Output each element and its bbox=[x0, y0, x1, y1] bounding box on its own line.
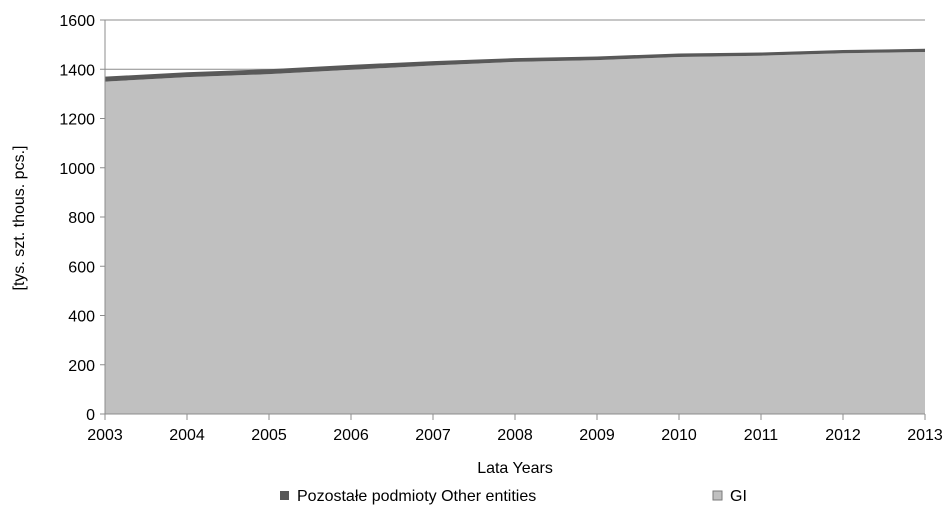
x-axis-title: Lata Years bbox=[477, 460, 553, 477]
y-tick-label-400: 400 bbox=[68, 309, 95, 326]
x-tick-label-2006: 2006 bbox=[333, 427, 369, 444]
x-tick-labels: 2003 2004 2005 2006 2007 2008 2009 2010 2011 2012… bbox=[87, 427, 943, 444]
y-tick-labels: 0 200 400 600 800 1000 1200 1400 1600 bbox=[59, 13, 95, 424]
legend-swatch-other-entities bbox=[280, 491, 289, 500]
y-tick-label-800: 800 bbox=[68, 210, 95, 227]
x-tick-label-2004: 2004 bbox=[169, 427, 205, 444]
x-tick-label-2010: 2010 bbox=[661, 427, 697, 444]
x-tick-label-2012: 2012 bbox=[825, 427, 861, 444]
x-tick-label-2009: 2009 bbox=[579, 427, 615, 444]
x-tick-label-2005: 2005 bbox=[251, 427, 287, 444]
series-area-gi bbox=[105, 52, 925, 414]
chart-areas bbox=[105, 48, 925, 414]
y-axis-title: [tys. szt. thous. pcs.] bbox=[11, 146, 28, 291]
y-tick-label-600: 600 bbox=[68, 259, 95, 276]
axes bbox=[100, 19, 926, 420]
x-tick-label-2011: 2011 bbox=[744, 427, 779, 444]
y-tick-label-0: 0 bbox=[86, 407, 95, 424]
x-tick-label-2008: 2008 bbox=[497, 427, 533, 444]
y-tick-label-1600: 1600 bbox=[59, 13, 95, 30]
y-tick-label-1000: 1000 bbox=[59, 161, 95, 178]
legend-swatch-gi bbox=[712, 490, 723, 501]
legend-label-other-entities: Pozostałe podmioty Other entities bbox=[297, 488, 536, 505]
legend: Pozostałe podmioty Other entities GI bbox=[280, 488, 747, 505]
y-tick-label-200: 200 bbox=[68, 358, 95, 375]
x-tick-label-2003: 2003 bbox=[87, 427, 123, 444]
x-tick-label-2007: 2007 bbox=[415, 427, 451, 444]
x-tick-label-2013: 2013 bbox=[907, 427, 943, 444]
y-tick-label-1400: 1400 bbox=[59, 62, 95, 79]
legend-label-gi: GI bbox=[730, 488, 747, 505]
y-tick-label-1200: 1200 bbox=[59, 112, 95, 129]
series-area-pozosta-e-podmioty-other-entities bbox=[105, 48, 925, 82]
